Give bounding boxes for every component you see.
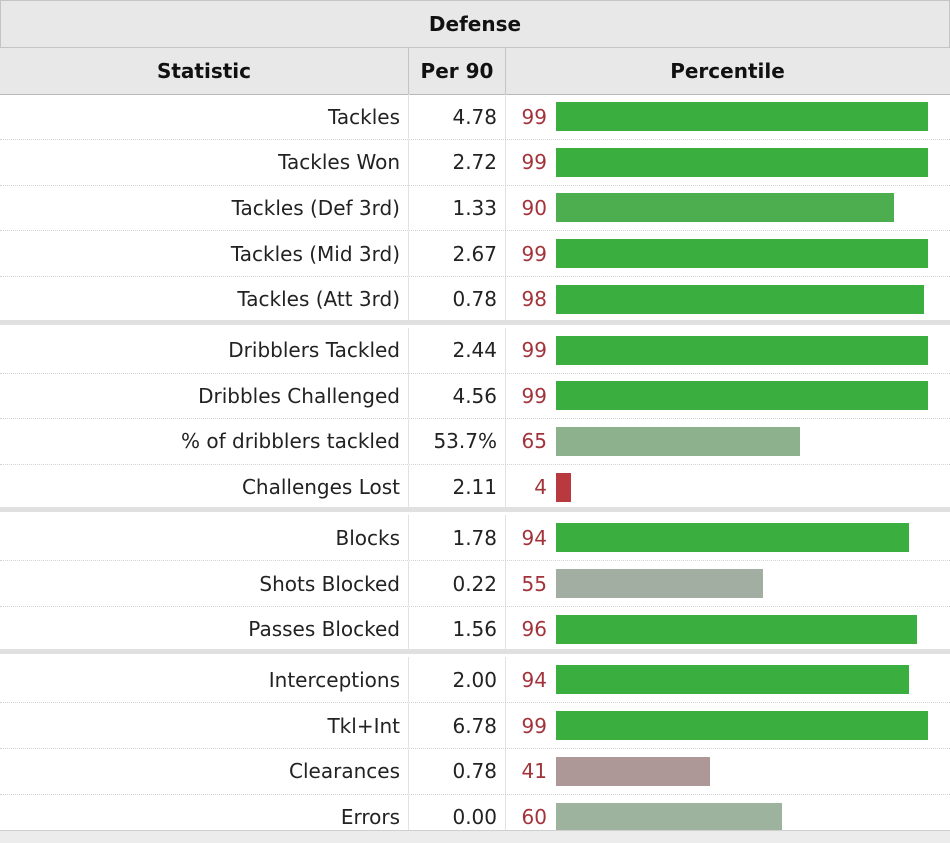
- percentile-value: 94: [521, 667, 547, 692]
- table-row: Tackles (Att 3rd) 0.78 98: [0, 276, 950, 323]
- percentile-bar: [556, 711, 928, 741]
- group-separator: [0, 649, 950, 655]
- percentile-bar: [556, 426, 800, 456]
- percentile-bar: [556, 147, 928, 177]
- percentile-value: 99: [521, 150, 547, 175]
- stat-label: Blocks: [335, 525, 400, 550]
- table-row: Interceptions 2.00 94: [0, 657, 950, 704]
- table-row: Tackles 4.78 99: [0, 94, 950, 140]
- per-90-value: 1.78: [408, 515, 506, 561]
- table-row: Clearances 0.78 41: [0, 748, 950, 795]
- percentile-bar: [556, 569, 763, 598]
- table-row: Dribblers Tackled 2.44 99: [0, 327, 950, 374]
- stat-label: Dribblers Tackled: [228, 338, 400, 362]
- stat-label: Passes Blocked: [248, 617, 400, 642]
- per-90-value: 2.67: [408, 231, 506, 277]
- stat-label: Challenges Lost: [241, 475, 400, 500]
- per-90-value: 2.11: [408, 464, 506, 510]
- percentile-value: 98: [521, 287, 547, 312]
- table-title: Defense: [0, 0, 950, 47]
- per-90-value: 0.78: [408, 276, 506, 322]
- per-90-value: 6.78: [408, 703, 506, 749]
- header-percentile: Percentile: [670, 59, 785, 83]
- percentile-bar: [556, 239, 928, 269]
- percentile-bar: [556, 102, 928, 131]
- table-row: Shots Blocked 0.22 55: [0, 561, 950, 607]
- stat-label: Dribbles Challenged: [198, 383, 400, 408]
- table-row: Passes Blocked 1.56 96: [0, 606, 950, 653]
- percentile-value: 99: [521, 383, 547, 408]
- stat-label: Shots Blocked: [259, 571, 400, 596]
- table-row: % of dribblers tackled 53.7% 65: [0, 418, 950, 465]
- table-row: Tackles (Def 3rd) 1.33 90: [0, 185, 950, 232]
- stat-label: Tackles (Att 3rd): [237, 287, 400, 312]
- percentile-value: 60: [521, 805, 547, 829]
- percentile-bar: [556, 614, 917, 644]
- header-statistic: Statistic: [156, 59, 252, 83]
- percentile-bar: [556, 665, 909, 695]
- percentile-bar: [556, 335, 928, 365]
- stat-label: Errors: [340, 805, 400, 829]
- stat-label: Interceptions: [268, 667, 400, 692]
- percentile-value: 55: [521, 571, 547, 596]
- stat-label: % of dribblers tackled: [181, 429, 400, 454]
- table-footer: [0, 830, 950, 843]
- percentile-bar: [556, 381, 928, 411]
- percentile-value: 41: [521, 759, 547, 784]
- stat-label: Tackles: [327, 104, 400, 129]
- per-90-value: 2.44: [408, 327, 506, 373]
- percentile-bar: [556, 193, 894, 223]
- per-90-value: 0.00: [408, 794, 506, 840]
- percentile-value: 94: [521, 525, 547, 550]
- per-90-value: 1.33: [408, 185, 506, 231]
- header-per-90: Per 90: [408, 48, 506, 94]
- percentile-value: 99: [521, 338, 547, 362]
- percentile-bar: [556, 472, 571, 502]
- table-row: Tackles Won 2.72 99: [0, 139, 950, 186]
- table-row: Challenges Lost 2.11 4: [0, 464, 950, 511]
- percentile-bar: [556, 523, 909, 553]
- header-row: Statistic Per 90 Percentile: [0, 47, 950, 95]
- per-90-value: 2.72: [408, 139, 506, 185]
- per-90-value: 53.7%: [408, 418, 506, 464]
- percentile-value: 65: [521, 429, 547, 454]
- stat-label: Tackles Won: [278, 150, 400, 175]
- percentile-value: 4: [534, 475, 547, 500]
- per-90-value: 1.56: [408, 606, 506, 652]
- per-90-value: 0.78: [408, 748, 506, 794]
- table-row: Tackles (Mid 3rd) 2.67 99: [0, 231, 950, 278]
- per-90-value: 4.78: [408, 94, 506, 139]
- per-90-value: 0.22: [408, 561, 506, 606]
- percentile-value: 96: [521, 617, 547, 642]
- percentile-value: 90: [521, 195, 547, 220]
- stat-label: Tackles (Def 3rd): [231, 195, 400, 220]
- percentile-value: 99: [521, 104, 547, 129]
- percentile-bar: [556, 802, 782, 832]
- percentile-bar: [556, 284, 924, 314]
- table-row: Tkl+Int 6.78 99: [0, 703, 950, 750]
- table-row: Blocks 1.78 94: [0, 515, 950, 562]
- table-row: Dribbles Challenged 4.56 99: [0, 373, 950, 420]
- group-separator: [0, 319, 950, 325]
- percentile-value: 99: [521, 713, 547, 738]
- per-90-value: 4.56: [408, 373, 506, 419]
- percentile-bar: [556, 756, 710, 786]
- stat-label: Clearances: [289, 759, 400, 784]
- stat-label: Tkl+Int: [327, 713, 400, 738]
- group-separator: [0, 507, 950, 513]
- stat-label: Tackles (Mid 3rd): [230, 241, 400, 266]
- per-90-value: 2.00: [408, 657, 506, 703]
- percentile-value: 99: [521, 241, 547, 266]
